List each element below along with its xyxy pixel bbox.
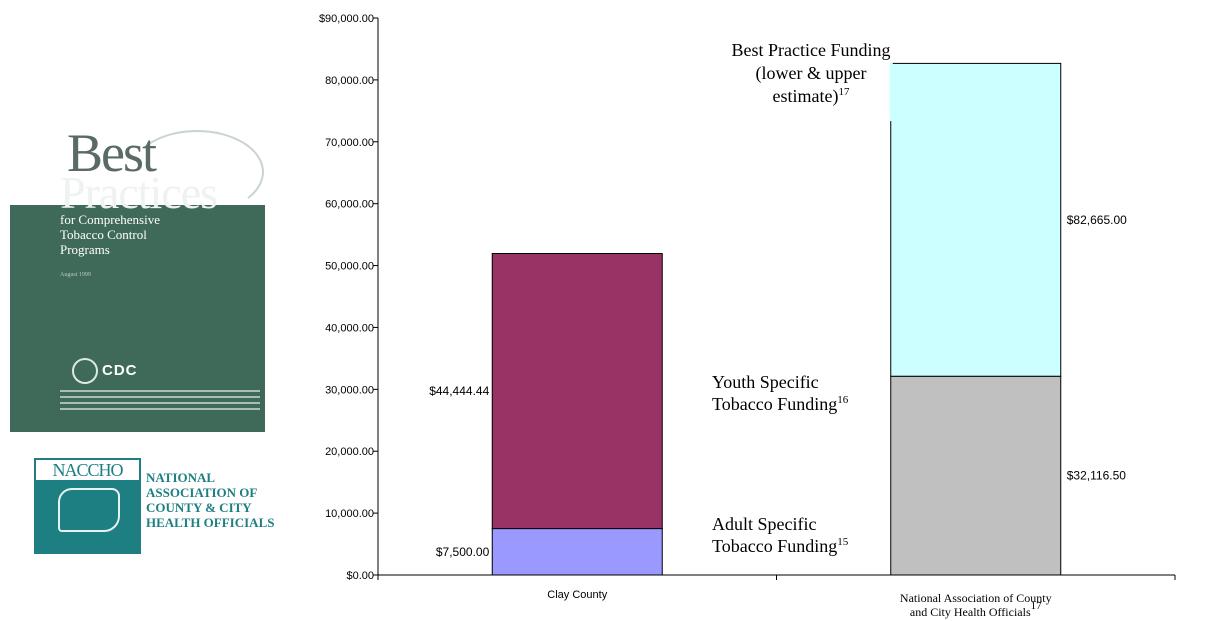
y-tick-label: 50,000.00 xyxy=(325,261,374,273)
bar-notch-cover xyxy=(889,62,893,122)
annotation-youth-funding: Youth Specific Tobacco Funding16 xyxy=(712,372,849,414)
bar-segment xyxy=(491,253,663,530)
naccho-name-line: ASSOCIATION OF xyxy=(146,485,258,500)
naccho-logo-box: NACCHO xyxy=(34,458,141,554)
cover-subtitle: for Comprehensive Tobacco Control Progra… xyxy=(60,212,240,257)
cover-subtitle-line: Tobacco Control xyxy=(60,227,147,242)
y-tick-label: 30,000.00 xyxy=(325,384,374,396)
y-tick-label: 80,000.00 xyxy=(325,75,374,87)
best-practices-cover-image: Best Practices for Comprehensive Tobacco… xyxy=(10,100,265,432)
x-category-label: Clay County xyxy=(547,589,607,601)
naccho-name-line: COUNTY & CITY xyxy=(146,500,252,515)
annotation-adult-funding: Adult Specific Tobacco Funding15 xyxy=(712,514,849,556)
naccho-name-line: NATIONAL xyxy=(146,470,216,485)
naccho-name-line: HEALTH OFFICIALS xyxy=(146,515,275,530)
bar-data-label: $44,444.44 xyxy=(429,384,489,398)
bar-data-label: $32,116.50 xyxy=(1067,469,1126,483)
cover-fine-print xyxy=(60,390,260,414)
naccho-logo: NACCHO NATIONAL ASSOCIATION OF COUNTY & … xyxy=(34,458,294,554)
hhs-eagle-icon xyxy=(72,358,98,384)
bar-segment xyxy=(890,62,1062,377)
cover-title-line2: Practices xyxy=(60,167,218,218)
naccho-full-name: NATIONAL ASSOCIATION OF COUNTY & CITY HE… xyxy=(146,470,274,530)
naccho-acronym: NACCHO xyxy=(36,460,139,480)
cover-green-panel xyxy=(10,205,265,432)
bar-segment xyxy=(491,528,663,576)
cover-subtitle-line: for Comprehensive xyxy=(60,212,161,227)
y-tick-label: $0.00 xyxy=(346,570,374,582)
y-tick-label: $90,000.00 xyxy=(319,13,374,25)
bar-data-label: $7,500.00 xyxy=(436,545,490,559)
cover-swirl-decoration xyxy=(130,130,264,214)
cover-subtitle-line: Programs xyxy=(60,242,110,257)
y-tick-label: 10,000.00 xyxy=(325,508,374,520)
us-map-icon xyxy=(58,488,120,532)
y-tick-label: 40,000.00 xyxy=(325,322,374,334)
cover-title-line1: Best xyxy=(67,123,157,183)
cover-date: August 1999 xyxy=(60,272,91,278)
left-logo-panel: Best Practices for Comprehensive Tobacco… xyxy=(0,0,300,621)
bar-data-label: $82,665.00 xyxy=(1067,213,1127,227)
y-tick-label: 70,000.00 xyxy=(325,137,374,149)
y-tick-label: 60,000.00 xyxy=(325,199,374,211)
annotation-best-practice-funding: Best Practice Funding (lower & upper estim… xyxy=(732,40,891,107)
bar-segment xyxy=(890,375,1062,576)
cdc-logo-text: CDC xyxy=(102,362,138,379)
y-tick-label: 20,000.00 xyxy=(325,446,374,458)
x-category-label: National Association of County and City H… xyxy=(900,591,1052,619)
